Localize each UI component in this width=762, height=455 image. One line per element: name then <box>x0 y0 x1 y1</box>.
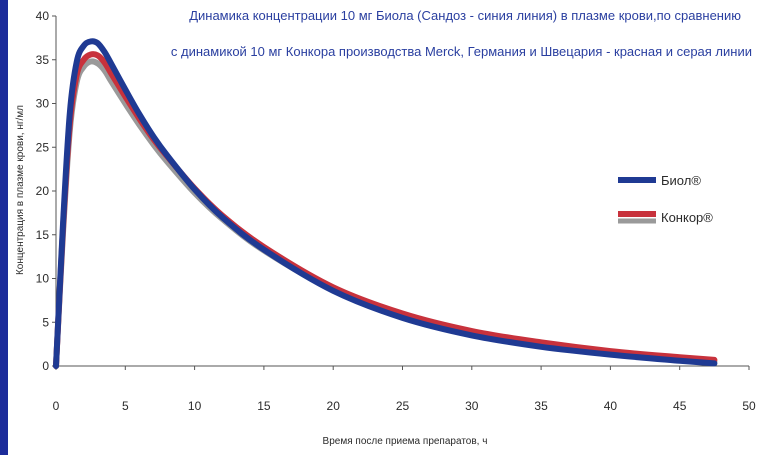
x-tick-label: 5 <box>122 399 129 413</box>
y-tick-label: 25 <box>36 140 50 154</box>
chart-title-line-2: с динамикой 10 мг Конкора производства M… <box>171 44 752 59</box>
series-lines <box>53 38 718 369</box>
x-tick-label: 35 <box>534 399 548 413</box>
x-tick-label: 10 <box>188 399 202 413</box>
series-line-konkor-red <box>53 51 718 369</box>
pk-line-chart: Динамика концентрации 10 мг Биола (Сандо… <box>15 8 756 447</box>
y-tick-label: 5 <box>42 315 49 329</box>
y-tick-label: 10 <box>36 272 50 286</box>
x-tick-label: 30 <box>465 399 479 413</box>
x-tick-label: 20 <box>327 399 341 413</box>
x-tick-label: 15 <box>257 399 271 413</box>
series-line-biol <box>53 38 718 369</box>
y-tick-label: 40 <box>36 9 50 23</box>
x-tick-label: 40 <box>604 399 618 413</box>
x-tick-label: 50 <box>742 399 756 413</box>
y-tick-label: 15 <box>36 228 50 242</box>
y-tick-label: 20 <box>36 184 50 198</box>
chart-frame: Динамика концентрации 10 мг Биола (Сандо… <box>8 0 762 455</box>
x-tick-label: 25 <box>396 399 410 413</box>
tick-labels: 0 5 10 15 20 25 30 35 40 0 5 10 15 20 25 30 35 40 45 50 <box>36 9 756 413</box>
x-tick-label: 0 <box>53 399 60 413</box>
y-tick-label: 30 <box>36 97 50 111</box>
chart-title-line-1: Динамика концентрации 10 мг Биола (Сандо… <box>189 8 741 23</box>
y-tick-label: 35 <box>36 53 50 67</box>
y-tick-label: 0 <box>42 359 49 373</box>
series-line-konkor-gray <box>53 58 718 369</box>
legend-label-biol: Биол® <box>661 173 701 188</box>
x-tick-label: 45 <box>673 399 687 413</box>
x-axis-label: Время после приема препаратов, ч <box>323 436 488 447</box>
legend-label-konkor: Конкор® <box>661 210 713 225</box>
legend: Биол® Конкор® <box>618 173 713 225</box>
y-axis-label: Концентрация в плазме крови, нг/мл <box>15 105 26 275</box>
